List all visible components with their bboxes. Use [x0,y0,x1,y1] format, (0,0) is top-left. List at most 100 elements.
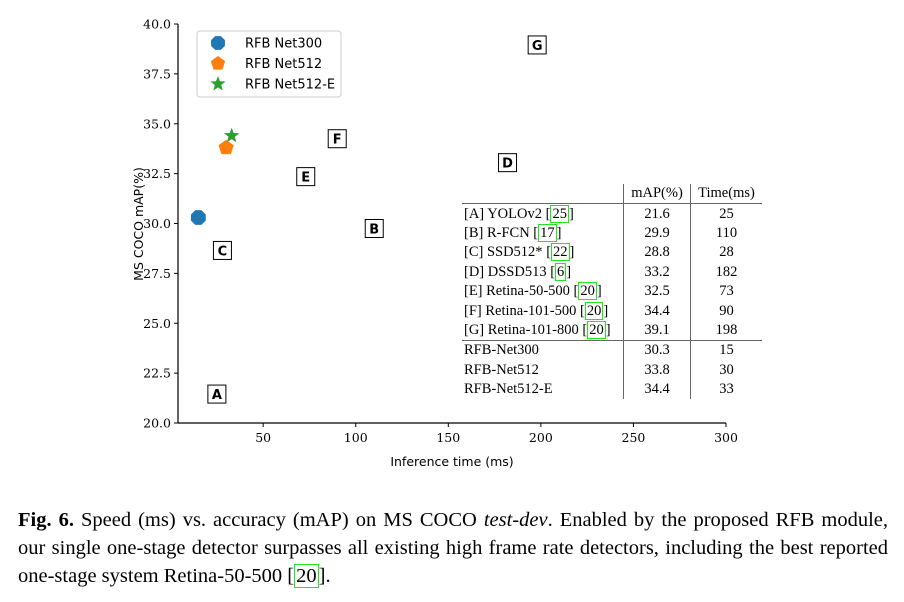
legend-marker-star [210,76,226,91]
method-label: RFB-Net512-E [464,381,553,398]
map-value: 32.5 [623,281,691,302]
x-tick-label: 100 [344,430,368,445]
legend-marker-octagon [211,36,225,50]
table-row: RFB-Net300 30.3 15 [462,340,762,361]
x-tick-label: 300 [714,430,738,445]
y-tick-label: 30.0 [143,216,171,231]
y-tick-label: 22.5 [143,366,171,381]
annotation-label: F [333,133,342,148]
method-label: [D] DSSD513 [464,263,547,280]
annotation-box [498,153,518,173]
method-name: RFB-Net300 [462,340,624,361]
annotation-label: C [218,244,228,259]
scatter-chart: 50 100 150 200 250 300 20.0 22.5 25.0 27.5 30.0 32.… [131,17,738,470]
table-row: [B] R-FCN [17] 29.9 110 [462,223,762,244]
time-value: 90 [690,301,762,321]
y-tick-label: 40.0 [143,17,171,32]
citation-link[interactable]: 20 [587,320,606,339]
annotation-box [296,167,316,187]
method-name: RFB-Net512-E [462,380,624,399]
map-value: 29.9 [623,223,691,244]
table-row: RFB-Net512-E 34.4 33 [462,379,762,400]
header-map: mAP(%) [623,184,691,205]
header-time: Time(ms) [690,184,762,205]
annotation-box [327,129,347,149]
figure-number: Fig. 6. [18,509,74,531]
time-value: 30 [690,360,762,380]
citation-link[interactable]: 6 [555,262,567,281]
method-label: [F] Retina-101-500 [464,302,577,319]
map-value: 34.4 [623,379,691,400]
table-row: [F] Retina-101-500 [20] 34.4 90 [462,301,762,321]
legend: RFB Net300 RFB Net512 RFB Net512-E [196,30,342,98]
citation-link[interactable]: 25 [550,204,569,223]
y-tick-label: 32.5 [143,166,171,181]
caption-text-1: Speed (ms) vs. accuracy (mAP) on MS COCO [73,509,484,531]
legend-marker-pentagon [210,56,226,70]
annotation-box [212,240,232,260]
method-name: [B] R-FCN [17] [464,223,562,242]
figure-caption: Fig. 6. Speed (ms) vs. accuracy (mAP) on… [18,509,888,588]
map-value: 28.8 [623,243,691,263]
point-rfb-net512 [218,139,234,155]
method-name: [A] YOLOv2 [25] [464,204,574,223]
annotation-C: C [212,240,232,260]
annotation-label: E [301,171,310,186]
annotation-E: E [296,167,316,187]
method-name: [D] DSSD513 [6] [464,262,572,281]
time-value: 110 [690,223,762,244]
table-row: [A] YOLOv2 [25] 21.6 25 [462,203,762,224]
point-rfb-net300 [190,210,206,225]
annotation-box [364,218,384,238]
table-row: [G] Retina-101-800 [20] 39.1 198 [462,320,762,341]
annotation-box [207,384,227,404]
citation-link[interactable]: 22 [551,243,570,262]
legend-entry: RFB Net300 [245,37,322,52]
time-value: 73 [690,281,762,302]
annotation-box [527,35,547,55]
method-name: [E] Retina-50-500 [20] [464,282,602,301]
citation-link[interactable]: 20 [294,564,319,588]
annotations: A B C D E F G [207,35,547,404]
method-name: [G] Retina-101-800 [20] [464,320,611,339]
x-axis-label: Inference time (ms) [390,454,513,469]
annotation-B: B [364,218,384,238]
method-label: RFB-Net512 [464,361,539,378]
method-label: [A] YOLOv2 [464,205,542,222]
annotation-F: F [327,129,347,149]
y-axis-label: MS COCO mAP(%) [131,167,146,281]
method-name: [F] Retina-101-500 [20] [464,301,609,320]
ticks: 50 100 150 200 250 300 20.0 22.5 25.0 27.5 30.0 32.… [143,17,738,446]
method-label: [B] R-FCN [464,224,530,241]
time-value: 198 [690,320,762,341]
y-tick-label: 25.0 [143,316,171,331]
caption-text-2: . Enabled by the proposed RFB module, ou… [18,509,888,587]
time-value: 33 [690,379,762,400]
annotation-D: D [498,153,518,173]
method-name: [C] SSD512* [22] [464,243,575,262]
method-label: [C] SSD512* [464,244,543,261]
x-tick-label: 50 [255,430,271,445]
results-table: mAP(%) Time(ms) [A] YOLOv2 [25] 21.6 25 [B]… [462,184,762,400]
map-value: 21.6 [623,203,691,224]
map-value: 34.4 [623,301,691,321]
map-value: 33.8 [623,360,691,380]
x-tick-label: 250 [622,430,646,445]
citation-link[interactable]: 20 [578,282,597,301]
legend-entry: RFB Net512-E [245,78,335,93]
annotation-label: G [532,39,543,54]
x-tick-label: 150 [436,430,460,445]
map-value: 33.2 [623,262,691,282]
time-value: 25 [690,203,762,224]
citation-link[interactable]: 20 [584,301,604,320]
table-header: mAP(%) Time(ms) [462,184,762,205]
annotation-G: G [527,35,547,55]
method-name: RFB-Net512 [462,361,624,380]
time-value: 15 [690,340,762,361]
time-value: 182 [690,262,762,282]
citation-link[interactable]: 17 [538,223,557,242]
annotation-A: A [207,384,227,404]
y-tick-label: 37.5 [143,66,171,81]
y-tick-label: 35.0 [143,116,171,131]
table-row: RFB-Net512 33.8 30 [462,360,762,380]
